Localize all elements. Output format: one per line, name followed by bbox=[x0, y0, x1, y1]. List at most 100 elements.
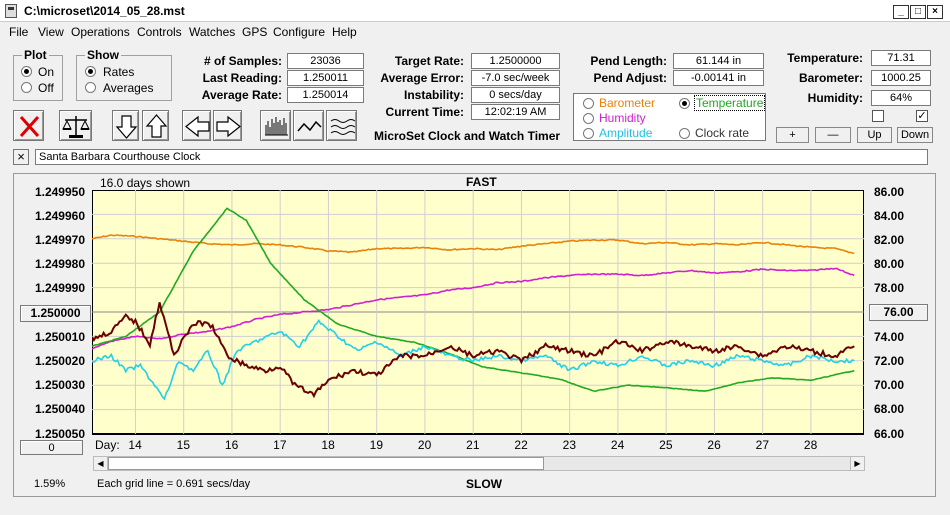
scroll-right-button[interactable] bbox=[213, 110, 242, 141]
humidity-radio[interactable] bbox=[583, 113, 594, 124]
balance-scale-icon bbox=[62, 116, 90, 138]
app-caption: MicroSet Clock and Watch Timer bbox=[374, 129, 561, 143]
last-reading-field: 1.250011 bbox=[287, 70, 364, 86]
scale-minus-button[interactable]: — bbox=[815, 127, 851, 143]
y-right-tick: 78.00 bbox=[874, 281, 905, 295]
y-right-tick: 68.00 bbox=[874, 402, 905, 416]
plot-group: Plot On Off bbox=[13, 48, 63, 101]
series-line-temperature bbox=[92, 207, 855, 393]
series-line-barometer bbox=[92, 234, 855, 255]
series-selector: Barometer Temperature Humidity Amplitude… bbox=[573, 93, 766, 141]
scroll-left-arrow-icon[interactable]: ◀ bbox=[94, 457, 108, 470]
pend-length-field[interactable]: 61.144 in bbox=[673, 53, 764, 69]
show-rates-radio[interactable] bbox=[85, 66, 96, 77]
current-time-label: Current Time: bbox=[385, 105, 464, 119]
scroll-left-button[interactable] bbox=[182, 110, 211, 141]
menu-configure[interactable]: Configure bbox=[273, 25, 326, 39]
show-group: Show Rates Averages bbox=[76, 48, 172, 101]
samples-field: 23036 bbox=[287, 53, 364, 69]
day-axis-label: Day: bbox=[95, 438, 120, 452]
menu-watches[interactable]: Watches bbox=[189, 25, 236, 39]
y-right-tick: 84.00 bbox=[874, 209, 905, 223]
scroll-down-button[interactable] bbox=[112, 110, 139, 141]
y-right-tick: 70.00 bbox=[874, 378, 905, 392]
arrow-up-icon bbox=[145, 114, 168, 138]
average-rate-field: 1.250014 bbox=[287, 87, 364, 103]
x-tick-label: 18 bbox=[321, 438, 335, 452]
menu-file[interactable]: File bbox=[9, 25, 29, 39]
line-view-button[interactable] bbox=[293, 110, 324, 141]
menu-controls[interactable]: Controls bbox=[137, 25, 182, 39]
menu-operations[interactable]: Operations bbox=[71, 25, 130, 39]
x-tick-label: 21 bbox=[466, 438, 480, 452]
minimize-button[interactable]: _ bbox=[893, 5, 909, 19]
x-tick-label: 15 bbox=[176, 438, 191, 452]
clock-name-input[interactable]: Santa Barbara Courthouse Clock bbox=[35, 149, 928, 165]
close-window-button[interactable]: × bbox=[927, 5, 943, 19]
target-rate-field[interactable]: 1.2500000 bbox=[471, 53, 560, 69]
time-scrollbar[interactable]: ◀ ▶ bbox=[93, 456, 865, 471]
barometer-label: Barometer bbox=[599, 96, 656, 110]
x-tick-label: 26 bbox=[707, 438, 721, 452]
y-left-tick: 1.250030 bbox=[34, 378, 85, 392]
app-icon bbox=[5, 4, 17, 18]
y-right-tick: 72.00 bbox=[874, 354, 905, 368]
show-rates-label: Rates bbox=[103, 65, 135, 79]
offset-value-button[interactable]: 0 bbox=[20, 440, 83, 455]
temperature-reading-field: 71.31 bbox=[871, 50, 931, 66]
x-tick-label: 27 bbox=[755, 438, 770, 452]
y-left-tick: 1.250020 bbox=[34, 354, 85, 368]
y-left-tick: 1.249950 bbox=[34, 185, 85, 199]
center-temperature-button[interactable]: 76.00 bbox=[869, 304, 928, 321]
barometer-radio[interactable] bbox=[583, 98, 594, 109]
plot-off-radio[interactable] bbox=[21, 82, 32, 93]
title-bar: C:\microset\2014_05_28.mst _ □ × bbox=[0, 0, 950, 22]
x-tick-label: 24 bbox=[610, 438, 625, 452]
bar-graph-icon bbox=[265, 117, 288, 136]
y-right-tick: 74.00 bbox=[874, 330, 905, 344]
plot-on-radio[interactable] bbox=[21, 66, 32, 77]
wave-icon bbox=[330, 119, 356, 135]
scroll-thumb[interactable] bbox=[108, 457, 544, 470]
x-tick-label: 14 bbox=[128, 438, 142, 452]
option-checkbox-2[interactable]: ✓ bbox=[916, 110, 928, 122]
option-checkbox-1[interactable] bbox=[872, 110, 884, 122]
amplitude-radio[interactable] bbox=[583, 128, 594, 139]
rate-chart[interactable] bbox=[92, 190, 864, 435]
menu-help[interactable]: Help bbox=[332, 25, 357, 39]
y-left-tick: 1.250040 bbox=[34, 402, 85, 416]
calibrate-button[interactable] bbox=[59, 110, 92, 141]
average-rate-label: Average Rate: bbox=[201, 88, 282, 102]
maximize-button[interactable]: □ bbox=[910, 5, 926, 19]
scale-down-button[interactable]: Down bbox=[897, 127, 933, 143]
temperature-radio[interactable] bbox=[679, 98, 690, 109]
grid-note: Each grid line = 0.691 secs/day bbox=[97, 478, 251, 490]
show-averages-radio[interactable] bbox=[85, 82, 96, 93]
clear-clock-name-button[interactable]: × bbox=[13, 149, 29, 165]
wave-view-button[interactable] bbox=[326, 110, 357, 141]
red-x-icon bbox=[19, 115, 40, 138]
scroll-right-arrow-icon[interactable]: ▶ bbox=[850, 457, 864, 470]
series-line-amplitude bbox=[92, 318, 855, 401]
center-rate-button[interactable]: 1.250000 bbox=[20, 305, 91, 322]
x-tick-label: 23 bbox=[562, 438, 577, 452]
data-series bbox=[92, 207, 855, 401]
menu-view[interactable]: View bbox=[38, 25, 64, 39]
slow-label: SLOW bbox=[466, 477, 502, 491]
average-error-label: Average Error: bbox=[380, 71, 464, 85]
temperature-reading-label: Temperature: bbox=[787, 51, 863, 65]
y-right-tick: 66.00 bbox=[874, 427, 905, 441]
pend-adjust-label: Pend Adjust: bbox=[593, 71, 667, 85]
clock-rate-radio[interactable] bbox=[679, 128, 690, 139]
samples-label: # of Samples: bbox=[203, 54, 282, 68]
scale-up-button[interactable]: Up bbox=[857, 127, 892, 143]
pend-adjust-field[interactable]: -0.00141 in bbox=[673, 70, 764, 86]
stop-button[interactable] bbox=[13, 110, 44, 141]
menu-gps[interactable]: GPS bbox=[242, 25, 268, 39]
histogram-view-button[interactable] bbox=[260, 110, 291, 141]
y-right-tick: 80.00 bbox=[874, 257, 905, 271]
scale-plus-button[interactable]: + bbox=[776, 127, 809, 143]
line-graph-icon bbox=[297, 120, 322, 132]
scroll-up-button[interactable] bbox=[142, 110, 169, 141]
humidity-label: Humidity bbox=[599, 111, 646, 125]
